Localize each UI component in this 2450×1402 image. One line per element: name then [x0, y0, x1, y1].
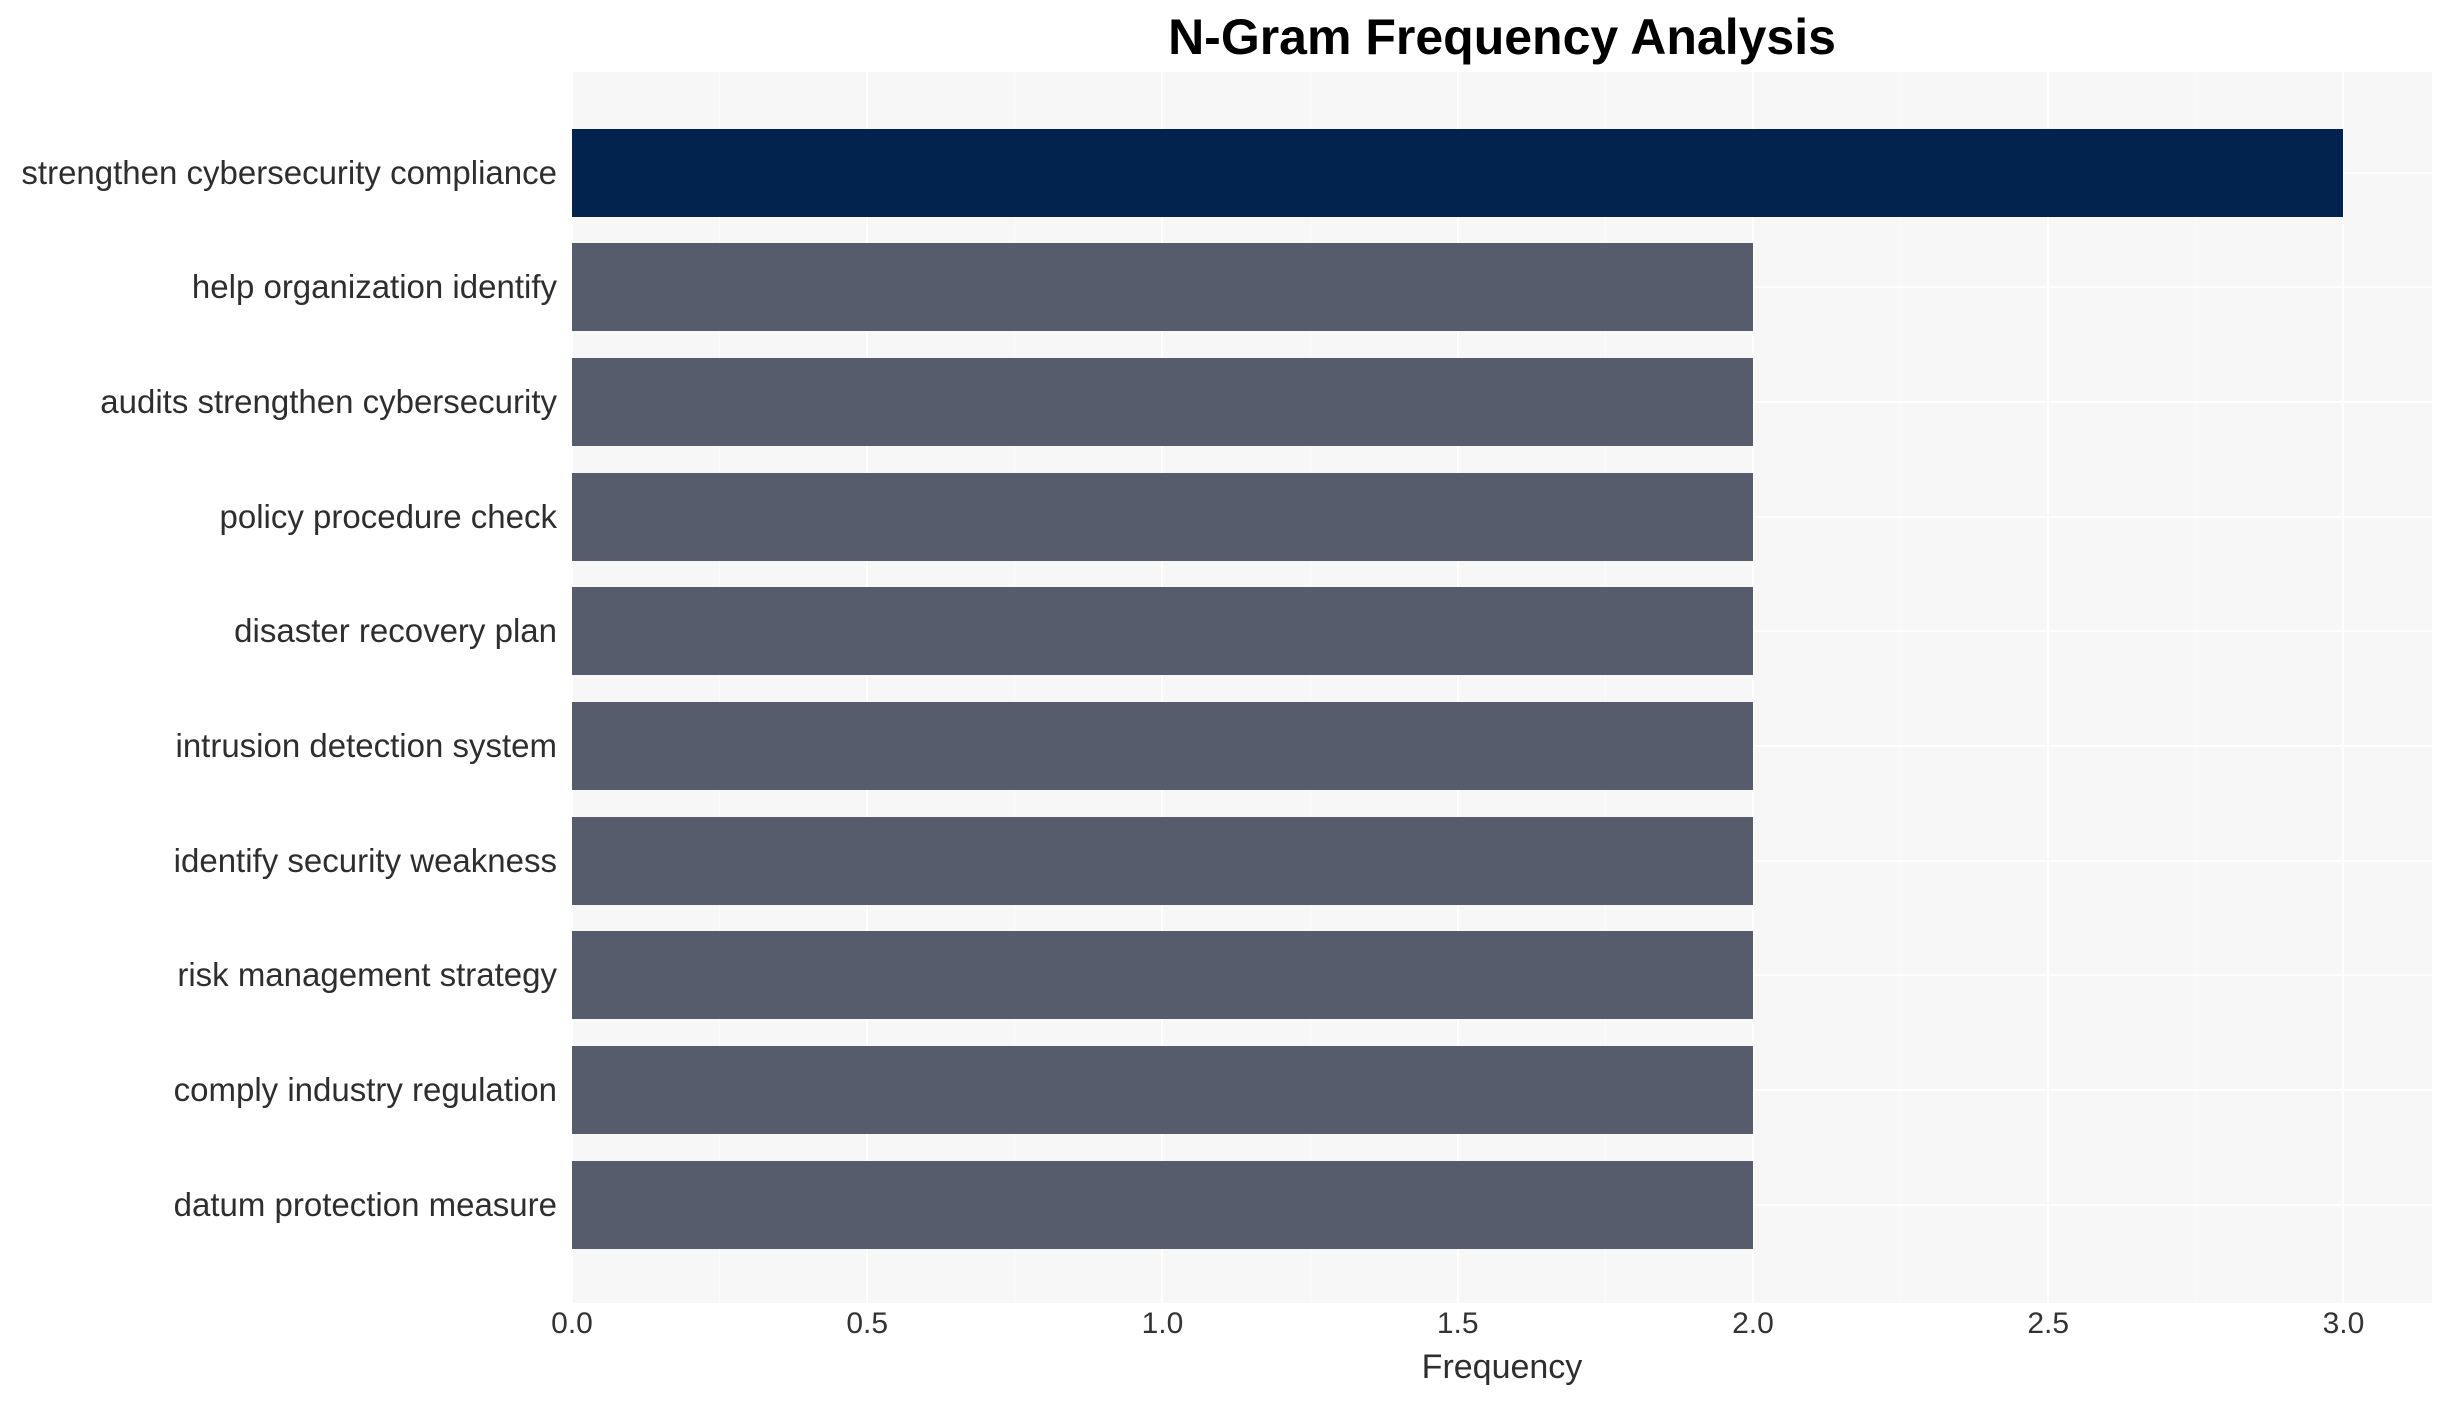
v-gridline-minor [1309, 72, 1311, 1303]
chart-title: N-Gram Frequency Analysis [1168, 9, 1836, 65]
v-gridline-major [1456, 72, 1459, 1303]
bar [572, 128, 2344, 217]
bar [572, 587, 1753, 676]
x-axis-tick-label: 0.0 [551, 1307, 593, 1340]
v-gridline-minor [719, 72, 721, 1303]
v-gridline-major [572, 72, 573, 1303]
x-axis-tick-label: 3.0 [2322, 1307, 2365, 1340]
bar [572, 243, 1753, 332]
v-gridline-minor [1604, 72, 1606, 1303]
v-gridline-minor [1014, 72, 1016, 1303]
v-gridline-major [1751, 72, 1754, 1303]
v-gridline-minor [2195, 72, 2197, 1303]
x-axis-title: Frequency [1421, 1348, 1583, 1386]
v-gridline-major [2047, 72, 2050, 1303]
x-axis-tick-label: 2.0 [1732, 1307, 1774, 1340]
bar [572, 931, 1753, 1020]
category-label: identify security weakness [173, 841, 557, 879]
category-label: help organization identify [191, 268, 557, 306]
x-axis-tick-label: 1.0 [1141, 1307, 1184, 1340]
x-axis-tick-label: 2.5 [2027, 1307, 2070, 1340]
category-label: intrusion detection system [175, 726, 557, 764]
x-axis-tick-label: 0.5 [846, 1307, 889, 1340]
category-label: policy procedure check [219, 497, 557, 535]
category-label: strengthen cybersecurity compliance [21, 153, 557, 191]
category-label: comply industry regulation [173, 1070, 557, 1108]
v-gridline-minor [1900, 72, 1902, 1303]
bar [572, 701, 1753, 790]
bar [572, 1160, 1753, 1249]
bar [572, 816, 1753, 905]
bar [572, 472, 1753, 561]
category-label: datum protection measure [173, 1185, 557, 1223]
category-label: audits strengthen cybersecurity [100, 382, 557, 420]
category-label: risk management strategy [177, 956, 557, 994]
v-gridline-major [1161, 72, 1164, 1303]
x-axis-tick-label: 1.5 [1436, 1307, 1479, 1340]
bar [572, 357, 1753, 446]
v-gridline-major [866, 72, 869, 1303]
v-gridline-major [2342, 72, 2345, 1303]
bar [572, 1045, 1753, 1134]
category-label: disaster recovery plan [234, 612, 557, 650]
plot-panel [572, 72, 2432, 1303]
